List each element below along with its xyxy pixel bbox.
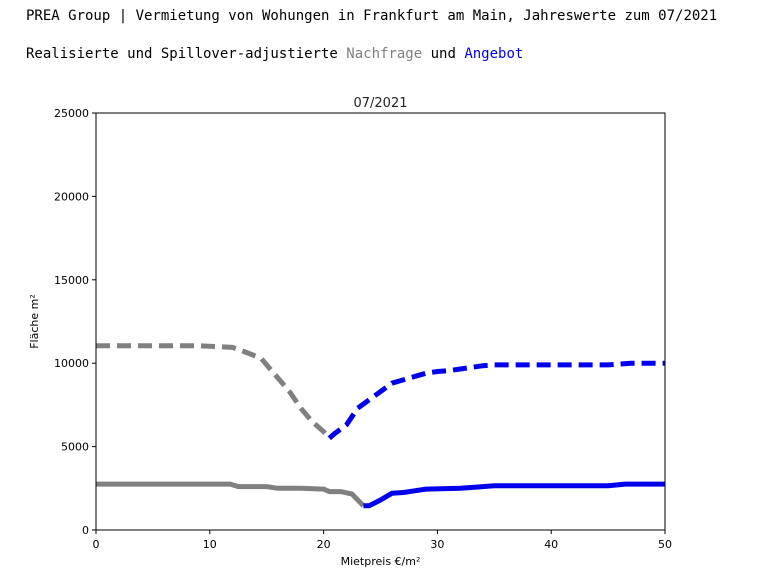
series-line-demand-adjusted [96, 343, 332, 440]
y-tick-label: 25000 [54, 107, 89, 120]
x-tick-label: 20 [317, 538, 331, 551]
x-tick-label: 10 [203, 538, 217, 551]
x-tick-label: 0 [93, 538, 100, 551]
series-line-supply-adjusted [327, 360, 665, 441]
x-tick-label: 50 [658, 538, 672, 551]
subtitle-and: und [422, 46, 465, 62]
chart-subtitle: Realisierte und Spillover-adjustierte Na… [26, 46, 523, 62]
y-tick-label: 0 [82, 524, 89, 537]
subtitle-demand-label: Nachfrage [346, 46, 423, 62]
series-line-demand-realized [96, 481, 366, 508]
plot-frame [95, 112, 666, 531]
x-tick-label: 40 [544, 538, 558, 551]
series-line-supply-realized [363, 481, 665, 509]
y-tick-label: 20000 [54, 190, 89, 203]
series-layer [96, 343, 665, 509]
y-tick-label: 5000 [61, 441, 89, 454]
subtitle-prefix: Realisierte und Spillover-adjustierte [26, 46, 347, 62]
x-tick-label: 30 [430, 538, 444, 551]
page-title: PREA Group | Vermietung von Wohungen in … [26, 8, 718, 24]
x-axis-label: Mietpreis €/m² [341, 555, 421, 568]
y-tick-label: 15000 [54, 274, 89, 287]
y-axis-ticks: 0 5000 10000 15000 20000 25000 [54, 107, 96, 537]
chart-title: 07/2021 [353, 96, 407, 111]
y-tick-label: 10000 [54, 357, 89, 370]
subtitle-supply-label: Angebot [464, 46, 524, 62]
y-axis-label: Fläche m² [28, 294, 41, 349]
x-axis-ticks: 0 10 20 30 40 50 [93, 530, 672, 551]
